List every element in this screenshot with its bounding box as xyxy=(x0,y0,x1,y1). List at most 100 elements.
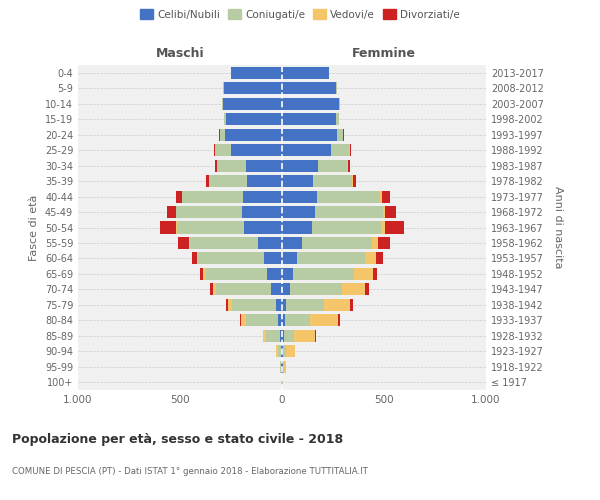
Bar xyxy=(381,222,385,234)
Bar xyxy=(293,268,355,280)
Bar xyxy=(282,128,337,140)
Bar xyxy=(266,330,280,342)
Bar xyxy=(283,346,286,358)
Bar xyxy=(216,284,271,296)
Bar xyxy=(223,82,224,94)
Bar xyxy=(224,82,282,94)
Bar xyxy=(342,284,365,296)
Bar xyxy=(282,175,313,187)
Bar xyxy=(215,160,217,172)
Bar xyxy=(191,252,197,264)
Bar xyxy=(338,314,340,326)
Bar xyxy=(317,190,380,202)
Bar xyxy=(355,268,373,280)
Bar xyxy=(206,175,209,187)
Bar xyxy=(197,252,199,264)
Bar xyxy=(226,113,282,125)
Bar xyxy=(176,222,177,234)
Bar xyxy=(242,206,282,218)
Bar xyxy=(217,160,247,172)
Bar xyxy=(383,206,385,218)
Bar xyxy=(294,330,314,342)
Bar xyxy=(298,252,365,264)
Bar xyxy=(282,206,314,218)
Bar xyxy=(336,82,337,94)
Bar xyxy=(219,128,220,140)
Bar xyxy=(247,175,282,187)
Bar xyxy=(189,237,190,249)
Bar xyxy=(280,361,281,373)
Bar xyxy=(220,128,225,140)
Bar xyxy=(276,299,282,311)
Bar xyxy=(223,98,282,110)
Bar xyxy=(347,160,350,172)
Bar xyxy=(232,299,276,311)
Bar xyxy=(282,299,286,311)
Bar xyxy=(214,144,215,156)
Bar xyxy=(203,268,206,280)
Bar xyxy=(225,128,282,140)
Bar xyxy=(176,206,242,218)
Bar xyxy=(240,314,241,326)
Text: Femmine: Femmine xyxy=(352,48,416,60)
Bar xyxy=(281,346,282,358)
Bar xyxy=(215,144,231,156)
Bar xyxy=(267,268,282,280)
Bar xyxy=(244,222,282,234)
Bar xyxy=(365,252,376,264)
Bar xyxy=(282,190,317,202)
Text: Popolazione per età, sesso e stato civile - 2018: Popolazione per età, sesso e stato civil… xyxy=(12,432,343,446)
Bar xyxy=(282,268,293,280)
Bar xyxy=(331,144,349,156)
Bar xyxy=(222,98,223,110)
Bar xyxy=(372,237,378,249)
Bar xyxy=(176,190,182,202)
Bar xyxy=(247,160,282,172)
Bar xyxy=(337,128,343,140)
Bar xyxy=(282,330,284,342)
Bar xyxy=(282,66,329,79)
Bar xyxy=(276,346,278,358)
Bar xyxy=(282,222,311,234)
Bar xyxy=(313,175,352,187)
Bar xyxy=(376,252,383,264)
Bar xyxy=(352,175,353,187)
Bar xyxy=(284,330,294,342)
Bar xyxy=(206,268,267,280)
Bar xyxy=(373,268,377,280)
Bar xyxy=(282,113,336,125)
Bar xyxy=(350,144,351,156)
Legend: Celibi/Nubili, Coniugati/e, Vedovi/e, Divorziati/e: Celibi/Nubili, Coniugati/e, Vedovi/e, Di… xyxy=(136,5,464,24)
Bar xyxy=(231,144,282,156)
Bar xyxy=(380,190,382,202)
Bar xyxy=(278,314,282,326)
Bar xyxy=(228,299,232,311)
Bar xyxy=(209,175,247,187)
Bar xyxy=(385,222,404,234)
Bar xyxy=(263,330,266,342)
Bar xyxy=(271,284,282,296)
Bar xyxy=(212,284,216,296)
Bar xyxy=(282,237,302,249)
Bar xyxy=(226,299,228,311)
Bar xyxy=(190,237,257,249)
Bar xyxy=(282,361,283,373)
Y-axis label: Fasce di età: Fasce di età xyxy=(29,194,39,260)
Bar xyxy=(257,237,282,249)
Bar xyxy=(286,346,295,358)
Bar xyxy=(311,222,381,234)
Text: Maschi: Maschi xyxy=(155,48,205,60)
Bar xyxy=(160,222,176,234)
Bar xyxy=(290,284,342,296)
Bar xyxy=(231,66,282,79)
Bar xyxy=(350,299,353,311)
Bar xyxy=(247,314,278,326)
Bar xyxy=(324,299,350,311)
Bar xyxy=(282,98,339,110)
Bar xyxy=(314,330,316,342)
Bar xyxy=(282,346,283,358)
Bar xyxy=(209,284,212,296)
Y-axis label: Anni di nascita: Anni di nascita xyxy=(553,186,563,269)
Bar xyxy=(182,190,243,202)
Bar xyxy=(199,252,263,264)
